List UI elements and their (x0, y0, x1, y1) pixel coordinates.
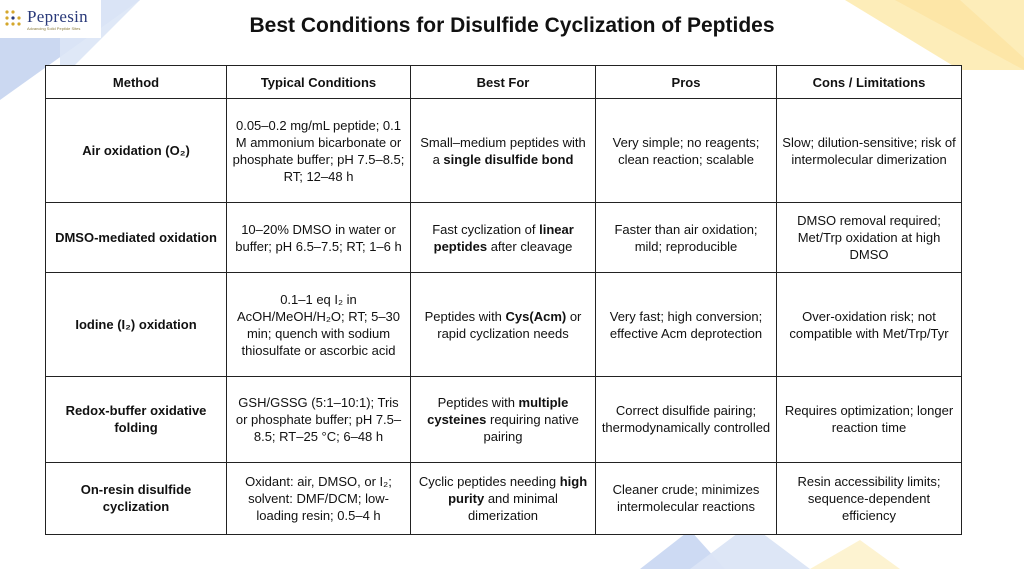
cons-cell: Slow; dilution-sensitive; risk of interm… (776, 97, 962, 204)
table-row: Iodine (I₂) oxidation 0.1–1 eq I₂ in AcO… (45, 272, 962, 377)
best-for-highlight: high purity (448, 473, 588, 506)
pros-cell: Cleaner crude; minimizes intermolecular … (595, 461, 777, 536)
best-for-text: Peptides with (437, 394, 519, 410)
best-for-text: Cyclic peptides needing (418, 473, 560, 489)
conditions-table: Method Typical Conditions Best For Pros … (45, 65, 962, 536)
cons-cell: DMSO removal required; Met/Trp oxidation… (776, 202, 962, 274)
page-title: Best Conditions for Disulfide Cyclizatio… (249, 14, 775, 37)
best-for-highlight: multiple cysteines (427, 394, 569, 427)
method-cell: Iodine (I₂) oxidation (45, 272, 227, 377)
best-for-text: Peptides with (424, 308, 506, 324)
conditions-cell: GSH/GSSG (5:1–10:1); Tris or phosphate b… (226, 375, 411, 463)
table-header-row: Method Typical Conditions Best For Pros … (45, 65, 962, 99)
header-typical-conditions: Typical Conditions (226, 65, 411, 99)
logo-dots-icon (5, 10, 21, 26)
best-for-highlight: Cys(Acm) (505, 308, 567, 324)
cons-cell: Over-oxidation risk; not compatible with… (776, 272, 962, 377)
header-cons-limitations: Cons / Limitations (776, 65, 962, 99)
best-for-highlight: linear peptides (433, 221, 574, 254)
conditions-cell: 0.05–0.2 mg/mL peptide; 0.1 M ammonium b… (226, 97, 411, 204)
best-for-text: after cleavage (487, 238, 573, 254)
best-for-text: and minimal dimerization (467, 490, 558, 523)
pros-cell: Very fast; high conversion; effective Ac… (595, 272, 777, 377)
brand-logo: Pepresin Advancing Solid Peptide Sites (0, 0, 101, 38)
header-pros: Pros (595, 65, 777, 99)
best-for-cell: Cyclic peptides needing high purity and … (410, 461, 596, 536)
method-cell: Redox-buffer oxidative folding (45, 375, 227, 463)
method-cell: DMSO-mediated oxidation (45, 202, 227, 274)
pros-cell: Very simple; no reagents; clean reaction… (595, 97, 777, 204)
conditions-cell: Oxidant: air, DMSO, or I₂; solvent: DMF/… (226, 461, 411, 536)
best-for-cell: Small–medium peptides with a single disu… (410, 97, 596, 204)
cons-cell: Resin accessibility limits; sequence-dep… (776, 461, 962, 536)
best-for-text: Small–medium peptides with a (420, 134, 586, 167)
conditions-cell: 10–20% DMSO in water or buffer; pH 6.5–7… (226, 202, 411, 274)
best-for-highlight: single disulfide bond (443, 151, 574, 167)
best-for-cell: Peptides with Cys(Acm) or rapid cyclizat… (410, 272, 596, 377)
best-for-text: requiring native pairing (483, 411, 579, 444)
conditions-cell: 0.1–1 eq I₂ in AcOH/MeOH/H₂O; RT; 5–30 m… (226, 272, 411, 377)
method-cell: On-resin disulfide cyclization (45, 461, 227, 536)
header-best-for: Best For (410, 65, 596, 99)
table-row: Redox-buffer oxidative folding GSH/GSSG … (45, 375, 962, 463)
table-row: DMSO-mediated oxidation 10–20% DMSO in w… (45, 202, 962, 274)
pros-cell: Faster than air oxidation; mild; reprodu… (595, 202, 777, 274)
best-for-cell: Fast cyclization of linear peptides afte… (410, 202, 596, 274)
brand-name: Pepresin (27, 6, 88, 26)
table-row: Air oxidation (O₂) 0.05–0.2 mg/mL peptid… (45, 97, 962, 204)
cons-cell: Requires optimization; longer reaction t… (776, 375, 962, 463)
best-for-cell: Peptides with multiple cysteines requiri… (410, 375, 596, 463)
table-row: On-resin disulfide cyclization Oxidant: … (45, 461, 962, 536)
method-cell: Air oxidation (O₂) (45, 97, 227, 204)
brand-tagline: Advancing Solid Peptide Sites (27, 25, 81, 31)
pros-cell: Correct disulfide pairing; thermodynamic… (595, 375, 777, 463)
best-for-text: Fast cyclization of (432, 221, 540, 237)
header-method: Method (45, 65, 227, 99)
best-for-text: or rapid cyclization needs (437, 308, 582, 341)
